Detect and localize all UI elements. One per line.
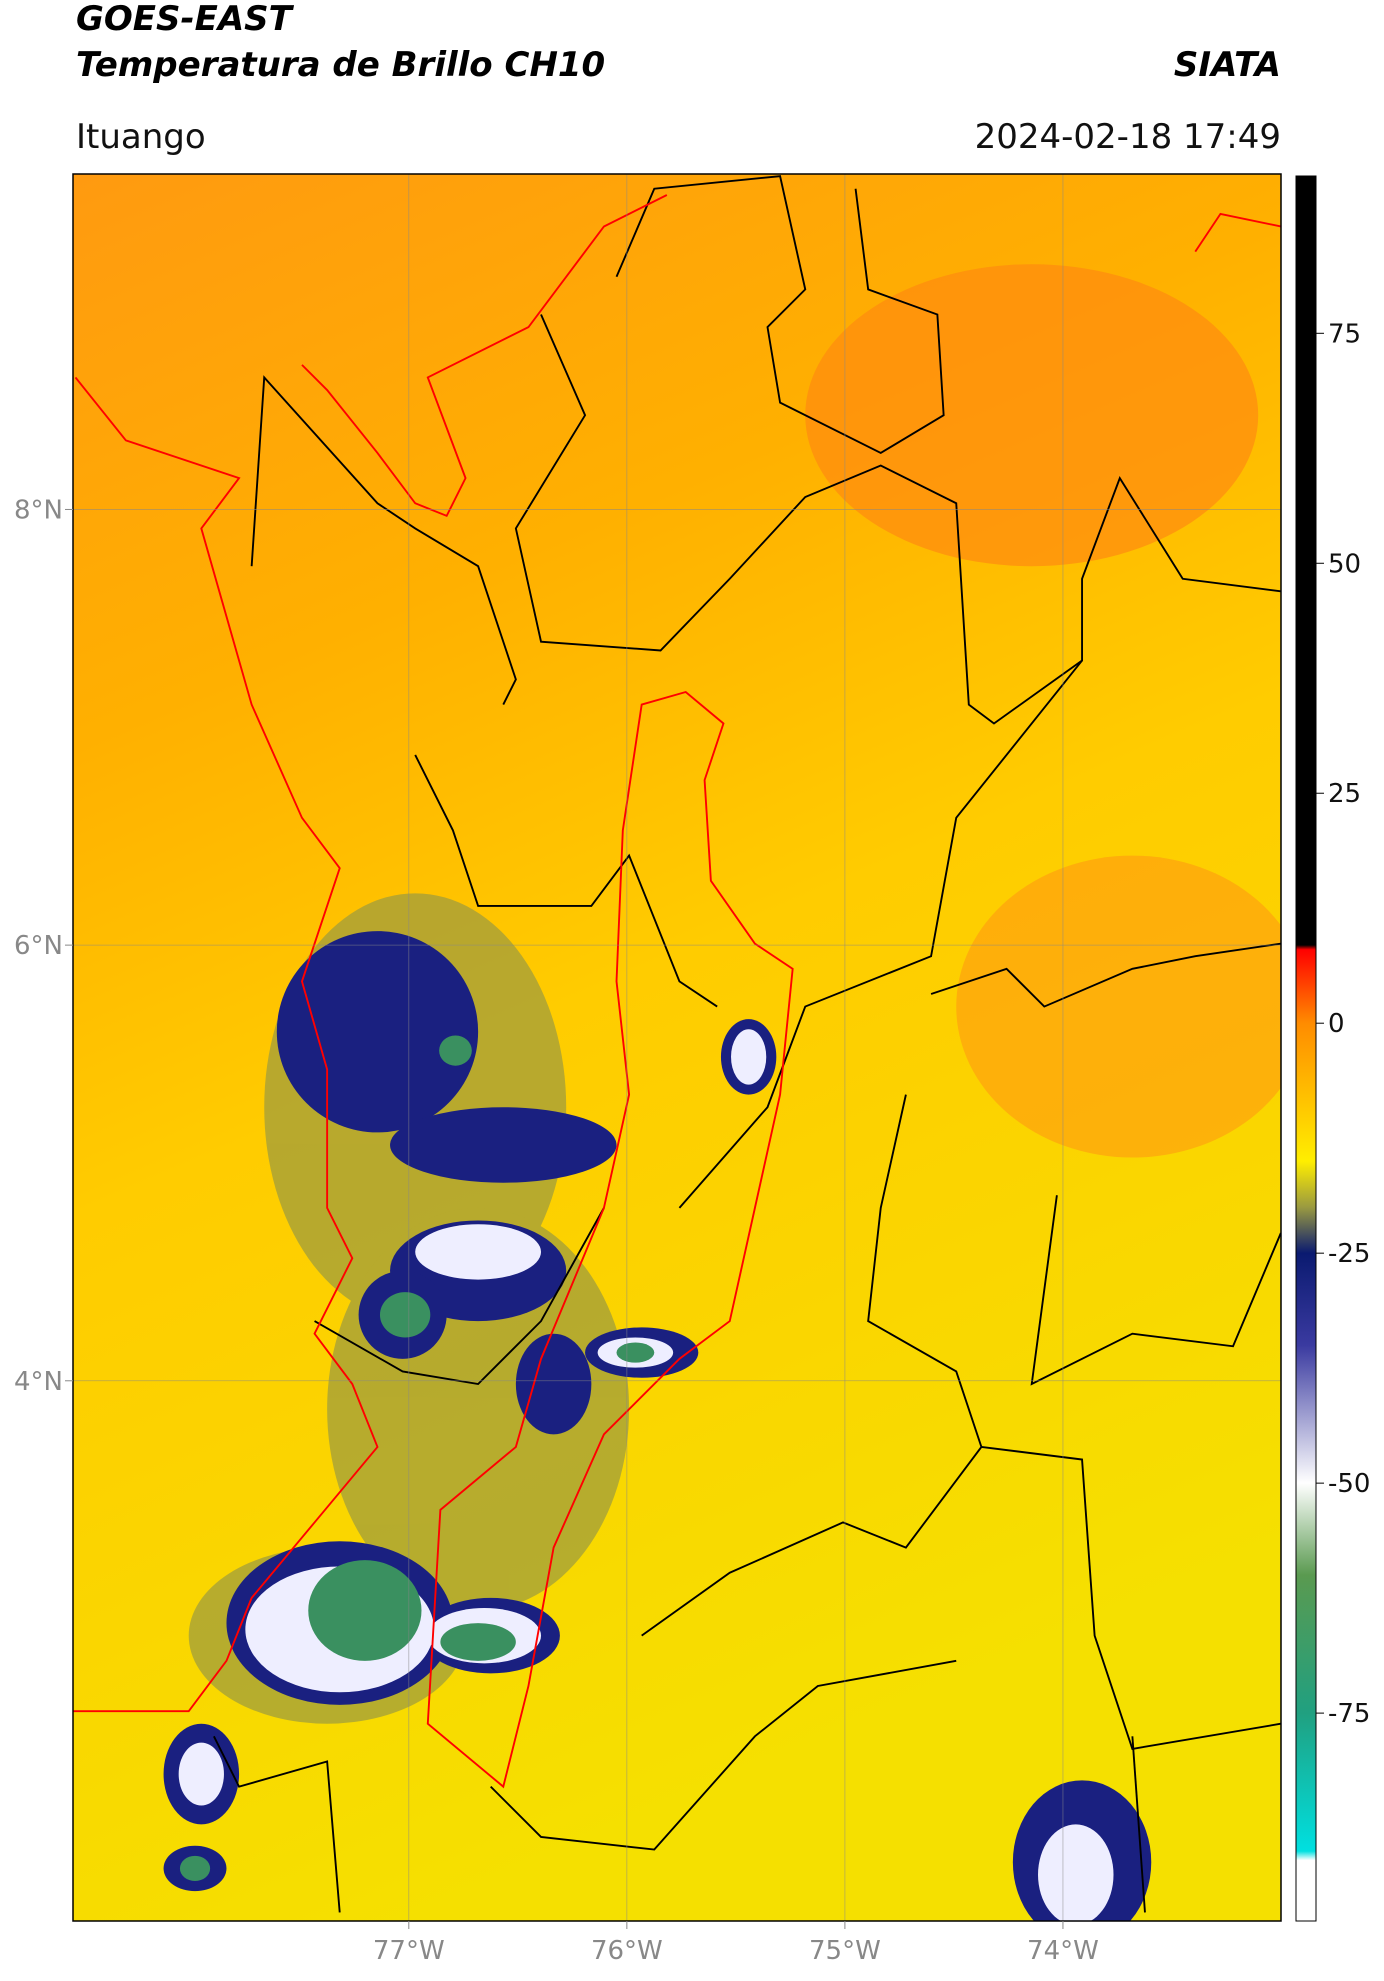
product-title: Temperatura de Brillo CH10 [76, 45, 605, 85]
colorbar-tick-label: 25 [1328, 779, 1361, 809]
x-tick-label: 77°W [373, 1936, 445, 1966]
colorbar-tick-label: -25 [1328, 1239, 1370, 1269]
x-tick-label: 75°W [809, 1936, 881, 1966]
y-tick-label: 8°N [14, 495, 63, 525]
y-tick-label: 4°N [14, 1367, 63, 1397]
colorbar [1295, 175, 1317, 1922]
location: Ituango [76, 117, 206, 157]
colorbar-tick-label: -75 [1328, 1699, 1370, 1729]
datetime: 2024-02-18 17:49 [975, 117, 1281, 157]
map [73, 174, 1281, 1921]
colorbar-tick-label: 75 [1328, 319, 1361, 349]
x-tick-label: 74°W [1027, 1936, 1099, 1966]
y-tick-label: 6°N [14, 931, 63, 961]
x-tick-label: 76°W [591, 1936, 663, 1966]
map-frame [72, 173, 1282, 1922]
colorbar-tick-label: -50 [1328, 1469, 1370, 1499]
colorbar-tick-label: 0 [1328, 1009, 1345, 1039]
colorbar-tick-label: 50 [1328, 549, 1361, 579]
brand: SIATA [1174, 45, 1281, 85]
map-imagery [73, 175, 1281, 1921]
satellite-title: GOES-EAST [76, 0, 295, 39]
